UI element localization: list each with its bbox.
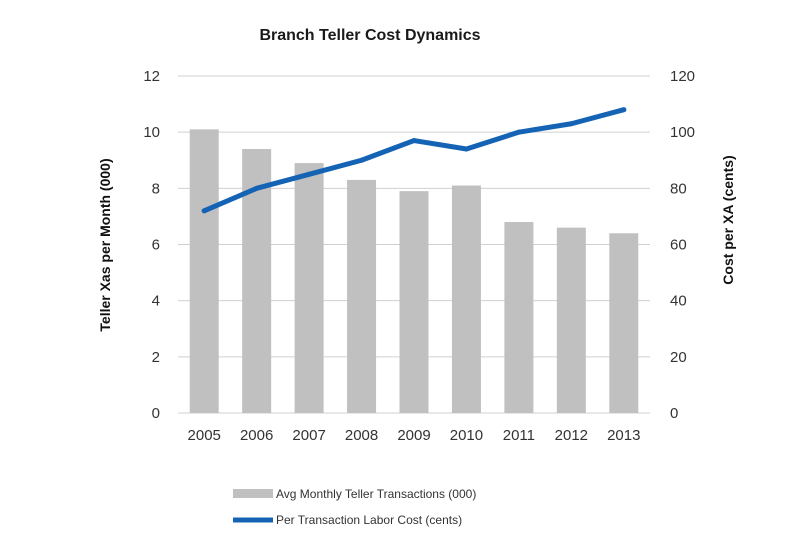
left-tick-label: 0 <box>152 405 160 422</box>
line-point <box>201 208 207 214</box>
bar <box>504 222 534 413</box>
right-tick-label: 0 <box>670 405 678 422</box>
left-tick-label: 2 <box>152 349 160 366</box>
line-point <box>411 138 417 144</box>
x-tick-label: 2009 <box>397 427 430 444</box>
bar <box>399 191 429 413</box>
x-tick-label: 2013 <box>607 427 640 444</box>
left-tick-label: 10 <box>143 124 160 141</box>
x-tick-label: 2007 <box>292 427 325 444</box>
line-point <box>463 146 469 152</box>
legend-bar-swatch <box>233 489 273 498</box>
left-tick-label: 8 <box>152 180 160 197</box>
legend-line-label: Per Transaction Labor Cost (cents) <box>276 513 462 527</box>
x-tick-label: 2010 <box>450 427 483 444</box>
left-tick-label: 4 <box>152 293 160 310</box>
right-axis-label: Cost per XA (cents) <box>720 155 736 284</box>
left-axis-ticks: 0 2 4 6 8 10 12 <box>143 68 160 422</box>
left-tick-label: 12 <box>143 68 160 85</box>
legend-bar-label: Avg Monthly Teller Transactions (000) <box>276 487 476 501</box>
line-point <box>568 121 574 127</box>
bar-series <box>189 129 639 413</box>
right-axis-ticks: 0 20 40 60 80 100 120 <box>670 68 695 422</box>
right-tick-label: 80 <box>670 180 687 197</box>
right-tick-label: 60 <box>670 237 687 254</box>
right-tick-label: 20 <box>670 349 687 366</box>
right-tick-label: 100 <box>670 124 695 141</box>
bar <box>347 179 377 413</box>
bar <box>451 185 481 413</box>
x-tick-label: 2011 <box>503 427 535 444</box>
bar <box>189 129 219 413</box>
bar <box>609 233 639 413</box>
line-point <box>516 129 522 135</box>
left-tick-label: 6 <box>152 237 160 254</box>
x-tick-label: 2008 <box>345 427 378 444</box>
line-point <box>306 171 312 177</box>
legend: Avg Monthly Teller Transactions (000) Pe… <box>233 487 476 527</box>
right-tick-label: 120 <box>670 68 695 85</box>
line-point <box>621 107 627 113</box>
chart-title: Branch Teller Cost Dynamics <box>259 27 480 44</box>
right-tick-label: 40 <box>670 293 687 310</box>
x-axis-ticks: 2005 2006 2007 2008 2009 2010 2011 2012 2013 <box>188 427 641 444</box>
line-point <box>254 185 260 191</box>
line-series <box>201 107 627 214</box>
line-point <box>359 157 365 163</box>
left-axis-label: Teller Xas per Month (000) <box>97 158 113 331</box>
x-tick-label: 2005 <box>188 427 221 444</box>
bar <box>294 163 324 413</box>
bar <box>556 227 586 413</box>
x-tick-label: 2012 <box>555 427 588 444</box>
x-tick-label: 2006 <box>240 427 273 444</box>
